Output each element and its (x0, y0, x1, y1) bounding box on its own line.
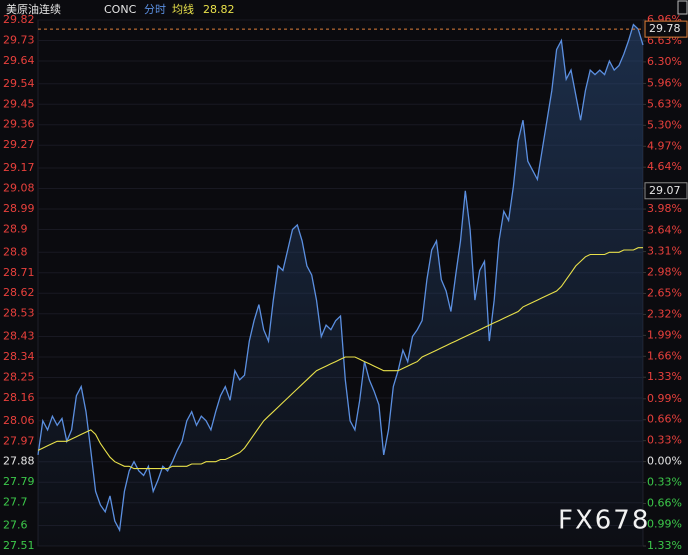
y-tick-label: 28.53 (3, 307, 35, 320)
y2-tick-label: 2.98% (647, 266, 682, 279)
y-tick-label: 29.54 (3, 77, 35, 90)
y-tick-label: 28.71 (3, 266, 35, 279)
y2-tick-label: 0.66% (647, 413, 682, 426)
period: 分时 (144, 3, 166, 16)
y-tick-label: 28.9 (3, 222, 28, 235)
y2-tick-label: 0.99% (647, 517, 682, 530)
y2-tick-label: 6.30% (647, 55, 682, 68)
y-tick-label: 29.45 (3, 97, 35, 110)
price-line (37, 23, 644, 533)
y2-tick-label: 5.30% (647, 118, 682, 131)
y-tick-label: 28.43 (3, 330, 35, 343)
y-tick-label: 29.82 (3, 13, 35, 26)
y-tick-label: 28.8 (3, 245, 28, 258)
y-tick-label: 29.08 (3, 182, 35, 195)
cursor-box (644, 182, 688, 200)
y-tick-label: 27.88 (3, 455, 35, 468)
y2-tick-label: 1.33% (647, 370, 682, 383)
average-line (37, 247, 643, 470)
y2-tick-label: 0.33% (647, 476, 682, 489)
avg-label: 均线 (172, 2, 194, 16)
y2-tick-label: 3.64% (647, 224, 682, 237)
y2-tick-label: 0.00% (647, 455, 682, 468)
y-tick-label: 27.97 (3, 434, 35, 447)
y2-tick-label: 0.33% (647, 434, 682, 447)
y2-tick-label: 1.33% (647, 539, 682, 552)
y-tick-label: 27.7 (3, 496, 28, 509)
y2-tick-label: 2.32% (647, 307, 682, 320)
price-box (644, 20, 688, 38)
y-tick-label: 29.17 (3, 161, 35, 174)
avg-value: 28.82 (203, 3, 235, 16)
y-tick-label: 29.64 (3, 54, 35, 67)
y-tick-label: 28.16 (3, 391, 35, 404)
y2-tick-label: 0.66% (647, 496, 682, 509)
y-tick-label: 29.27 (3, 138, 35, 151)
y-tick-label: 28.25 (3, 370, 35, 383)
title: 美原油连续 (6, 2, 61, 16)
y-tick-label: 28.34 (3, 350, 35, 363)
price-area (38, 24, 643, 547)
watermark: FX678 (558, 506, 650, 536)
y-tick-label: 27.6 (3, 519, 28, 532)
y2-tick-label: 2.65% (647, 286, 682, 299)
y2-tick-label: 3.98% (647, 202, 682, 215)
y2-tick-label: 5.96% (647, 76, 682, 89)
y2-tick-label: 1.66% (647, 349, 682, 362)
corner-icon[interactable] (677, 0, 688, 15)
y2-tick-label: 5.63% (647, 97, 682, 110)
y-tick-label: 27.79 (3, 475, 35, 488)
y-tick-label: 28.62 (3, 286, 35, 299)
y-tick-label: 28.99 (3, 202, 35, 215)
price-box-label: 29.78 (649, 22, 681, 35)
y-tick-label: 27.51 (3, 539, 35, 552)
y2-tick-label: 4.97% (647, 139, 682, 152)
cursor-box-label: 29.07 (649, 184, 681, 197)
y2-tick-label: 0.99% (647, 392, 682, 405)
y-tick-label: 29.73 (3, 33, 35, 46)
y2-tick-label: 3.31% (647, 245, 682, 258)
y-tick-label: 29.36 (3, 118, 35, 131)
y-tick-label: 28.06 (3, 414, 35, 427)
code: CONC (104, 3, 137, 16)
y2-tick-label: 1.99% (647, 328, 682, 341)
y2-tick-label: 4.64% (647, 160, 682, 173)
